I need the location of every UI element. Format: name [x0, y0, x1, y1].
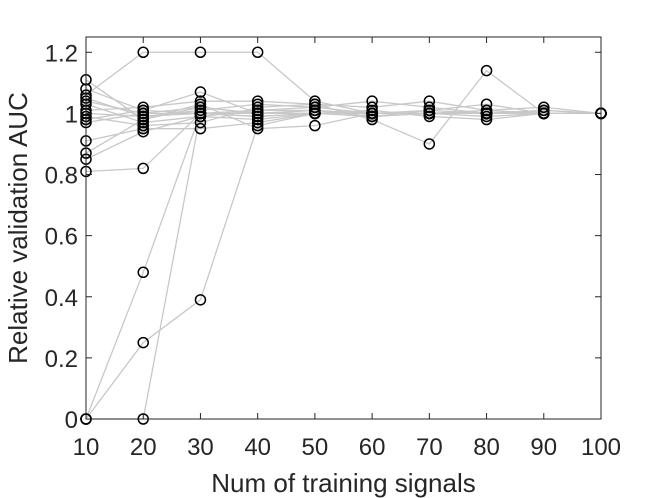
data-point — [137, 104, 149, 117]
x-tick-label: 30 — [187, 434, 214, 461]
data-point — [423, 138, 436, 150]
data-point — [251, 116, 264, 129]
data-point — [309, 107, 321, 120]
data-point — [194, 104, 207, 117]
data-point — [251, 107, 264, 120]
data-point — [251, 122, 264, 135]
data-point — [137, 113, 149, 126]
data-point — [366, 95, 378, 107]
data-point — [194, 46, 207, 59]
series-line-12 — [85, 103, 601, 142]
axis-ticks: 10 20 30 40 50 60 70 80 90 100 0 0.2 0.4 0.6 0.8 1 1.2 — [45, 37, 621, 461]
x-tick-label: 10 — [73, 434, 100, 461]
data-point — [194, 294, 207, 306]
data-point — [137, 107, 149, 120]
y-tick-label: 0.6 — [45, 224, 78, 251]
data-point — [137, 119, 149, 132]
data-point — [251, 113, 264, 126]
data-point — [194, 95, 207, 107]
data-point — [309, 119, 321, 132]
data-point — [194, 110, 207, 123]
plot-frame — [85, 36, 602, 420]
x-tick-label: 50 — [302, 434, 329, 461]
data-point — [480, 104, 493, 117]
data-point — [194, 98, 207, 110]
data-point — [366, 107, 378, 120]
data-point — [366, 101, 378, 114]
series-line-18 — [86, 112, 601, 420]
x-tick-label: 40 — [244, 434, 271, 461]
data-point — [137, 110, 149, 123]
data-point — [194, 116, 207, 129]
data-point — [251, 98, 264, 110]
y-tick-label: 0.8 — [45, 163, 78, 190]
data-point — [251, 110, 264, 123]
series-line-14 — [85, 109, 601, 160]
data-point — [309, 95, 321, 107]
y-tick-label: 0 — [65, 407, 78, 434]
x-tick-label: 90 — [530, 434, 557, 461]
y-tick-label: 0.2 — [45, 346, 78, 373]
data-point — [194, 122, 207, 135]
data-point — [137, 266, 149, 279]
series-line-15 — [85, 112, 601, 173]
y-tick-label: 1 — [65, 101, 78, 128]
data-point — [480, 113, 493, 126]
data-point — [137, 116, 149, 129]
data-point — [480, 64, 493, 77]
data-point — [309, 101, 321, 114]
data-point — [480, 110, 493, 123]
data-point — [251, 95, 264, 107]
data-point — [194, 101, 207, 114]
data-point — [366, 113, 378, 126]
y-tick-label: 0.4 — [45, 285, 78, 312]
x-tick-label: 20 — [130, 434, 157, 461]
data-point — [538, 104, 550, 117]
data-point — [366, 110, 378, 123]
x-tick-label: 100 — [581, 434, 621, 461]
x-tick-label: 70 — [416, 434, 443, 461]
series-line-16 — [85, 112, 601, 420]
data-point — [194, 86, 207, 98]
data-point — [137, 336, 149, 349]
data-point — [194, 107, 207, 120]
data-point — [309, 98, 321, 110]
data-point — [137, 162, 149, 175]
data-point — [423, 95, 436, 107]
data-point — [538, 101, 550, 114]
data-point — [538, 107, 550, 120]
data-point — [137, 101, 149, 114]
data-point — [423, 101, 436, 114]
data-point — [366, 104, 378, 117]
data-point — [423, 107, 436, 120]
y-tick-label: 1.2 — [45, 40, 78, 67]
series-line-17 — [85, 112, 601, 420]
data-point — [251, 101, 264, 114]
data-point — [251, 119, 264, 132]
series-lines — [85, 51, 602, 420]
data-point — [423, 110, 436, 123]
data-point — [137, 125, 149, 138]
y-axis-title: Relative validation AUC — [3, 92, 33, 364]
data-point — [137, 46, 149, 59]
x-axis-title: Num of training signals — [211, 468, 475, 498]
data-point — [251, 46, 264, 59]
data-point — [480, 107, 493, 120]
data-point — [309, 104, 321, 117]
data-point — [480, 98, 493, 110]
data-point — [423, 104, 436, 117]
data-point — [251, 104, 264, 117]
data-point — [137, 122, 149, 135]
x-tick-label: 80 — [473, 434, 500, 461]
x-tick-label: 60 — [359, 434, 386, 461]
